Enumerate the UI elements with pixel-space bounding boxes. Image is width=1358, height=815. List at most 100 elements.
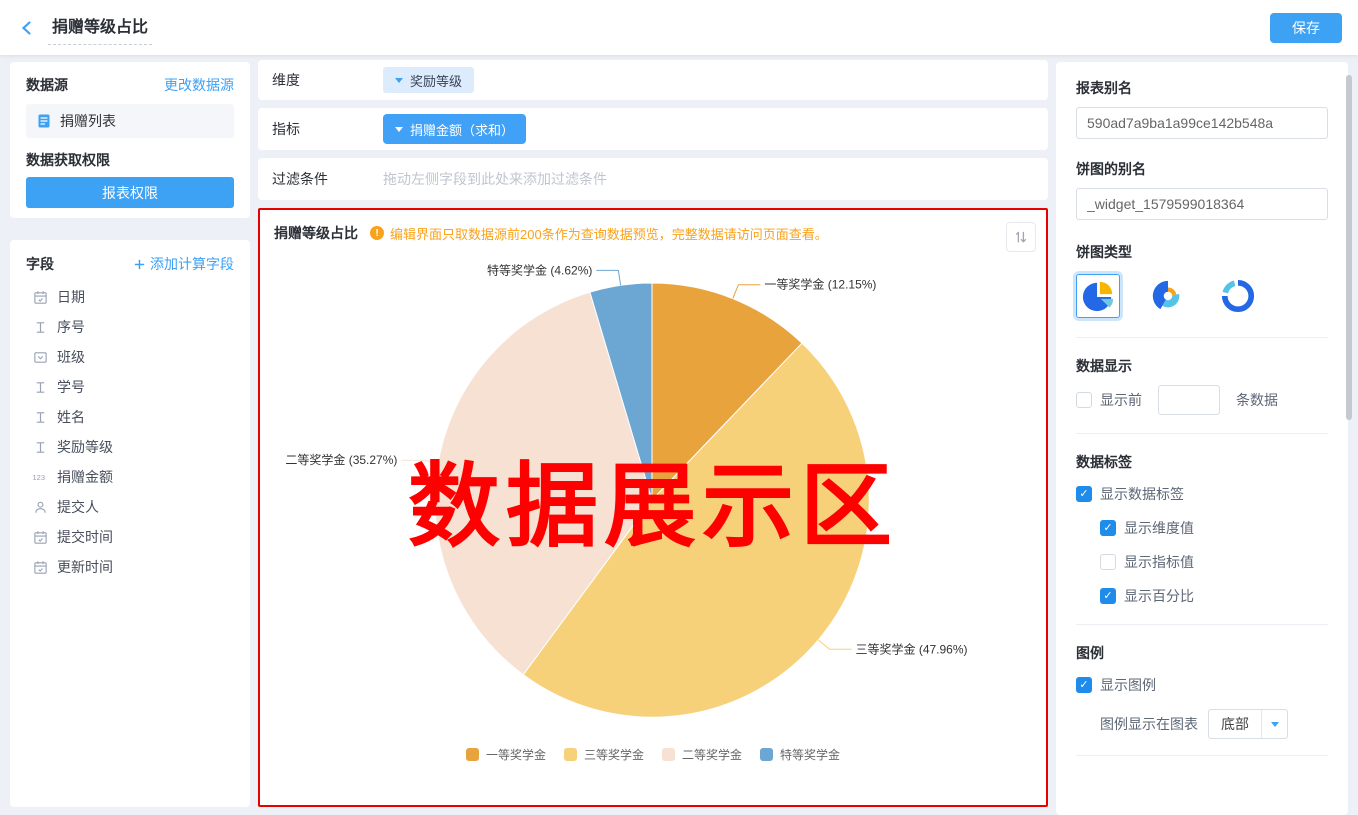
pie-label-line <box>401 459 439 464</box>
field-item[interactable]: 班级 <box>26 342 234 372</box>
field-item[interactable]: 学号 <box>26 372 234 402</box>
legend-item[interactable]: 二等奖学金 <box>662 746 742 763</box>
pie-label: 二等奖学金 (35.27%) <box>285 452 397 467</box>
add-calc-field-link[interactable]: 添加计算字段 <box>133 254 234 274</box>
pie-type-donut-button[interactable] <box>1216 274 1260 318</box>
filter-row: 过滤条件 拖动左侧字段到此处来添加过滤条件 <box>258 158 1048 200</box>
chevron-down-icon <box>395 126 403 132</box>
preview-warning: 编辑界面只取数据源前200条作为查询数据预览，完整数据请访问页面查看。 <box>370 224 828 243</box>
svg-text:123: 123 <box>33 473 46 482</box>
field-label: 奖励等级 <box>57 439 113 455</box>
legend-item[interactable]: 一等奖学金 <box>465 746 546 763</box>
text-icon <box>32 319 48 335</box>
report-permission-button[interactable]: 报表权限 <box>26 177 234 208</box>
field-item[interactable]: 奖励等级 <box>26 432 234 462</box>
pie-label-line <box>596 269 622 286</box>
chevron-down-icon <box>1261 710 1287 738</box>
select-icon <box>32 349 48 365</box>
field-item[interactable]: 更新时间 <box>26 552 234 582</box>
add-calc-field-label: 添加计算字段 <box>150 256 234 272</box>
show-legend-label: 显示图例 <box>1100 677 1156 693</box>
legend-item[interactable]: 三等奖学金 <box>563 746 644 763</box>
pie-type-options <box>1076 271 1328 321</box>
pie-label-line <box>817 639 852 650</box>
report-alias-label: 报表别名 <box>1076 80 1132 96</box>
field-item[interactable]: 日期 <box>26 282 234 312</box>
show-top-suffix: 条数据 <box>1236 392 1278 408</box>
field-item[interactable]: 序号 <box>26 312 234 342</box>
datasource-card: 数据源 更改数据源 捐赠列表 数据获取权限 报表权限 <box>10 62 250 218</box>
back-button[interactable] <box>14 15 40 41</box>
metric-tag[interactable]: 捐赠金额（求和） <box>383 114 527 144</box>
show-legend-checkbox[interactable] <box>1076 677 1092 693</box>
legend-position-label: 图例显示在图表 <box>1100 716 1198 732</box>
plus-icon <box>134 259 145 269</box>
pie-type-pie-button[interactable] <box>1076 274 1120 318</box>
metric-label: 指标 <box>272 121 300 137</box>
pie-type-label: 饼图类型 <box>1076 244 1132 260</box>
top-bar: 捐赠等级占比 保存 <box>0 0 1358 55</box>
legend-marker <box>662 748 675 761</box>
metric-row: 指标 捐赠金额（求和） <box>258 108 1048 150</box>
field-label: 序号 <box>57 319 85 335</box>
dimension-label: 维度 <box>272 72 300 88</box>
datasource-item[interactable]: 捐赠列表 <box>26 104 234 138</box>
calendar-icon <box>32 559 48 575</box>
field-item[interactable]: 123 捐赠金额 <box>26 462 234 492</box>
filter-label: 过滤条件 <box>272 171 328 187</box>
field-item[interactable]: 提交人 <box>26 492 234 522</box>
legend-label: 二等奖学金 <box>682 748 743 762</box>
legend-label: 三等奖学金 <box>583 748 644 762</box>
save-button[interactable]: 保存 <box>1270 12 1342 43</box>
chart-title: 捐赠等级占比 <box>274 225 358 241</box>
number-icon: 123 <box>32 469 48 485</box>
show-metric-checkbox[interactable] <box>1100 554 1116 570</box>
show-data-label-label: 显示数据标签 <box>1100 486 1184 502</box>
data-display-label: 数据显示 <box>1076 358 1132 374</box>
field-label: 日期 <box>57 289 85 305</box>
legend-position-value: 底部 <box>1221 716 1249 732</box>
pie-label: 特等奖学金 (4.62%) <box>487 262 592 277</box>
dimension-tag[interactable]: 奖励等级 <box>383 67 475 93</box>
pie-slice[interactable] <box>651 282 803 502</box>
field-label: 提交人 <box>57 499 99 515</box>
legend-marker <box>563 748 577 761</box>
pie-type-rose-button[interactable] <box>1146 274 1190 318</box>
sort-button[interactable] <box>1006 222 1036 252</box>
dimension-row: 维度 奖励等级 <box>258 60 1048 100</box>
show-dimension-checkbox[interactable] <box>1100 520 1116 536</box>
legend-title: 图例 <box>1076 645 1104 661</box>
rose-chart-icon <box>1152 280 1180 310</box>
field-item[interactable]: 提交时间 <box>26 522 234 552</box>
filter-dropzone[interactable]: 拖动左侧字段到此处来添加过滤条件 <box>383 171 607 187</box>
pie-alias-input[interactable] <box>1076 188 1328 220</box>
legend-item[interactable]: 特等奖学金 <box>760 746 840 763</box>
legend-marker <box>465 748 479 761</box>
field-label: 提交时间 <box>57 529 113 545</box>
legend-label: 特等奖学金 <box>780 748 841 762</box>
preview-warning-text: 编辑界面只取数据源前200条作为查询数据预览，完整数据请访问页面查看。 <box>390 226 828 242</box>
show-data-label-checkbox[interactable] <box>1076 486 1092 502</box>
show-percent-checkbox[interactable] <box>1100 588 1116 604</box>
pie-chart-icon <box>1082 281 1114 312</box>
text-icon <box>32 379 48 395</box>
field-item[interactable]: 姓名 <box>26 402 234 432</box>
pie-label-line <box>732 284 761 299</box>
top-count-input[interactable] <box>1158 385 1220 415</box>
data-label-title: 数据标签 <box>1076 454 1132 470</box>
legend-position-select[interactable]: 底部 <box>1208 709 1288 739</box>
report-alias-input[interactable] <box>1076 107 1328 139</box>
show-top-checkbox[interactable] <box>1076 392 1092 408</box>
change-datasource-link[interactable]: 更改数据源 <box>164 77 234 93</box>
calendar-icon <box>32 529 48 545</box>
field-list: 日期序号班级学号姓名奖励等级 123 捐赠金额提交人提交时间更新时间 <box>26 282 234 582</box>
show-dimension-label: 显示维度值 <box>1124 520 1194 536</box>
permission-title: 数据获取权限 <box>26 152 110 168</box>
show-metric-label: 显示指标值 <box>1124 554 1194 570</box>
calendar-icon <box>32 289 48 305</box>
legend-label: 一等奖学金 <box>485 748 546 762</box>
scrollbar-thumb[interactable] <box>1346 75 1352 420</box>
chart-legend: 一等奖学金 三等奖学金 二等奖学金 特等奖学金 <box>260 746 1046 763</box>
field-label: 学号 <box>57 379 85 395</box>
text-icon <box>32 439 48 455</box>
